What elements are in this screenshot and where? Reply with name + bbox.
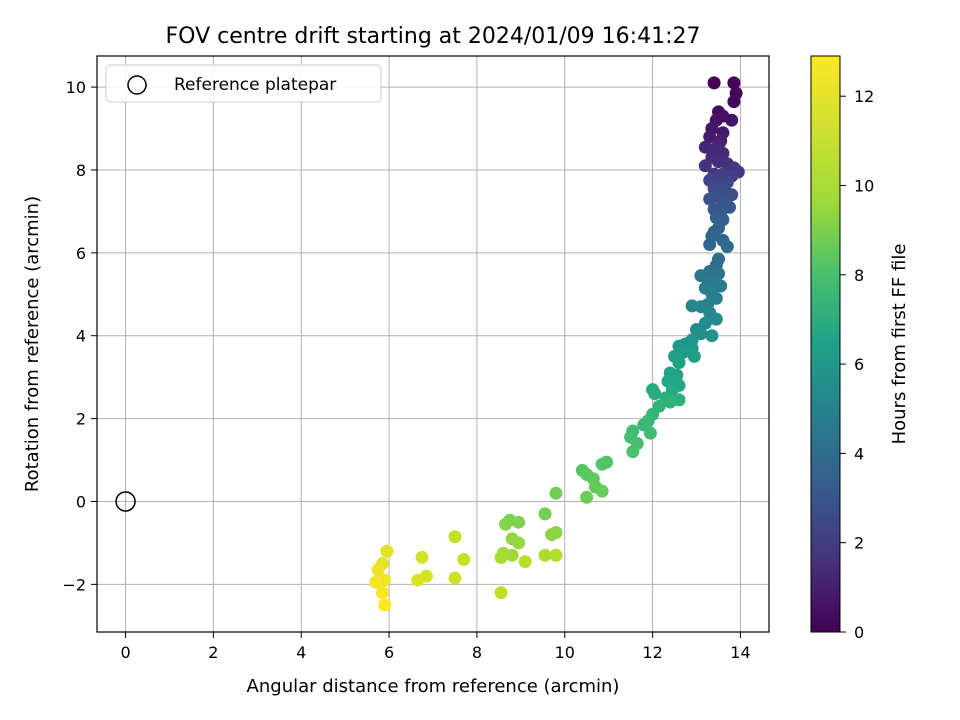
data-point <box>512 515 526 529</box>
data-point <box>369 575 383 589</box>
data-point <box>705 329 719 343</box>
data-point <box>698 159 712 173</box>
data-point <box>720 240 734 254</box>
colorbar-tick-label: 2 <box>854 534 864 553</box>
colorbar-tick-label: 8 <box>854 266 864 285</box>
data-point <box>714 279 728 293</box>
data-point <box>494 550 508 564</box>
data-point <box>545 528 559 542</box>
x-axis-label: Angular distance from reference (arcmin) <box>247 676 620 697</box>
x-tick-label: 2 <box>208 643 218 662</box>
x-tick-label: 6 <box>384 643 394 662</box>
data-point <box>725 113 739 127</box>
legend: Reference platepar <box>105 64 382 103</box>
y-tick-label: 6 <box>76 244 86 263</box>
data-point <box>687 349 701 363</box>
data-point <box>411 573 425 587</box>
data-point <box>499 517 512 531</box>
data-point <box>518 555 532 569</box>
data-point <box>378 598 392 612</box>
data-point <box>648 387 662 401</box>
data-point <box>538 507 552 521</box>
x-axis-ticks: 0 2 4 6 8 10 12 14 <box>120 632 751 662</box>
data-point <box>595 457 609 471</box>
data-point <box>494 586 508 600</box>
data-point <box>703 192 717 206</box>
data-point <box>415 550 429 564</box>
legend-marker <box>127 75 147 95</box>
chart-title: FOV centre drift starting at 2024/01/09 … <box>166 24 701 49</box>
data-point <box>376 586 389 600</box>
colorbar-label: Hours from first FF file <box>889 244 910 445</box>
x-tick-label: 12 <box>642 643 662 662</box>
data-point <box>703 238 717 251</box>
colorbar-tick-label: 12 <box>854 87 874 106</box>
y-tick-label: 4 <box>76 327 86 346</box>
x-tick-label: 14 <box>730 643 750 662</box>
y-tick-label: 8 <box>76 161 86 180</box>
plot-frame <box>96 55 770 633</box>
data-point <box>505 548 519 562</box>
data-point <box>512 536 526 550</box>
data-point <box>549 548 563 562</box>
y-axis-label: Rotation from reference (arcmin) <box>22 196 43 492</box>
data-point <box>672 356 686 370</box>
data-point <box>549 486 563 500</box>
colorbar-tick-label: 4 <box>854 444 864 463</box>
reference-platepar-marker <box>115 491 136 512</box>
x-tick-label: 0 <box>120 643 130 662</box>
data-point <box>595 484 609 498</box>
colorbar-tick-label: 10 <box>854 176 874 195</box>
y-tick-label: −2 <box>62 575 86 594</box>
data-point <box>703 130 717 144</box>
data-point <box>709 312 723 326</box>
data-point <box>457 553 471 566</box>
scatter-points <box>115 76 745 612</box>
x-tick-label: 4 <box>296 643 306 662</box>
data-point <box>380 544 394 558</box>
x-tick-label: 10 <box>555 643 575 662</box>
data-point <box>538 548 552 562</box>
data-point <box>707 76 721 90</box>
data-point <box>685 299 699 313</box>
data-point <box>448 530 462 544</box>
legend-box <box>105 64 382 103</box>
data-point <box>626 445 640 459</box>
data-point <box>725 188 739 202</box>
y-tick-label: 2 <box>76 410 86 429</box>
colorbar-ticks: 0 2 4 6 8 10 12 <box>840 87 874 642</box>
data-point <box>727 76 741 90</box>
data-point <box>371 563 385 577</box>
data-point <box>448 571 462 585</box>
y-tick-label: 10 <box>66 78 86 97</box>
data-point <box>727 95 741 109</box>
colorbar-tick-label: 6 <box>854 355 864 374</box>
y-tick-label: 0 <box>76 492 86 511</box>
data-point <box>580 490 594 504</box>
y-axis-ticks: −2 0 2 4 6 8 10 <box>62 78 97 594</box>
legend-label: Reference platepar <box>174 75 336 95</box>
x-tick-label: 8 <box>472 643 482 662</box>
colorbar <box>810 55 841 633</box>
data-point <box>643 426 657 440</box>
data-point <box>663 395 677 409</box>
colorbar-tick-label: 0 <box>854 623 864 642</box>
